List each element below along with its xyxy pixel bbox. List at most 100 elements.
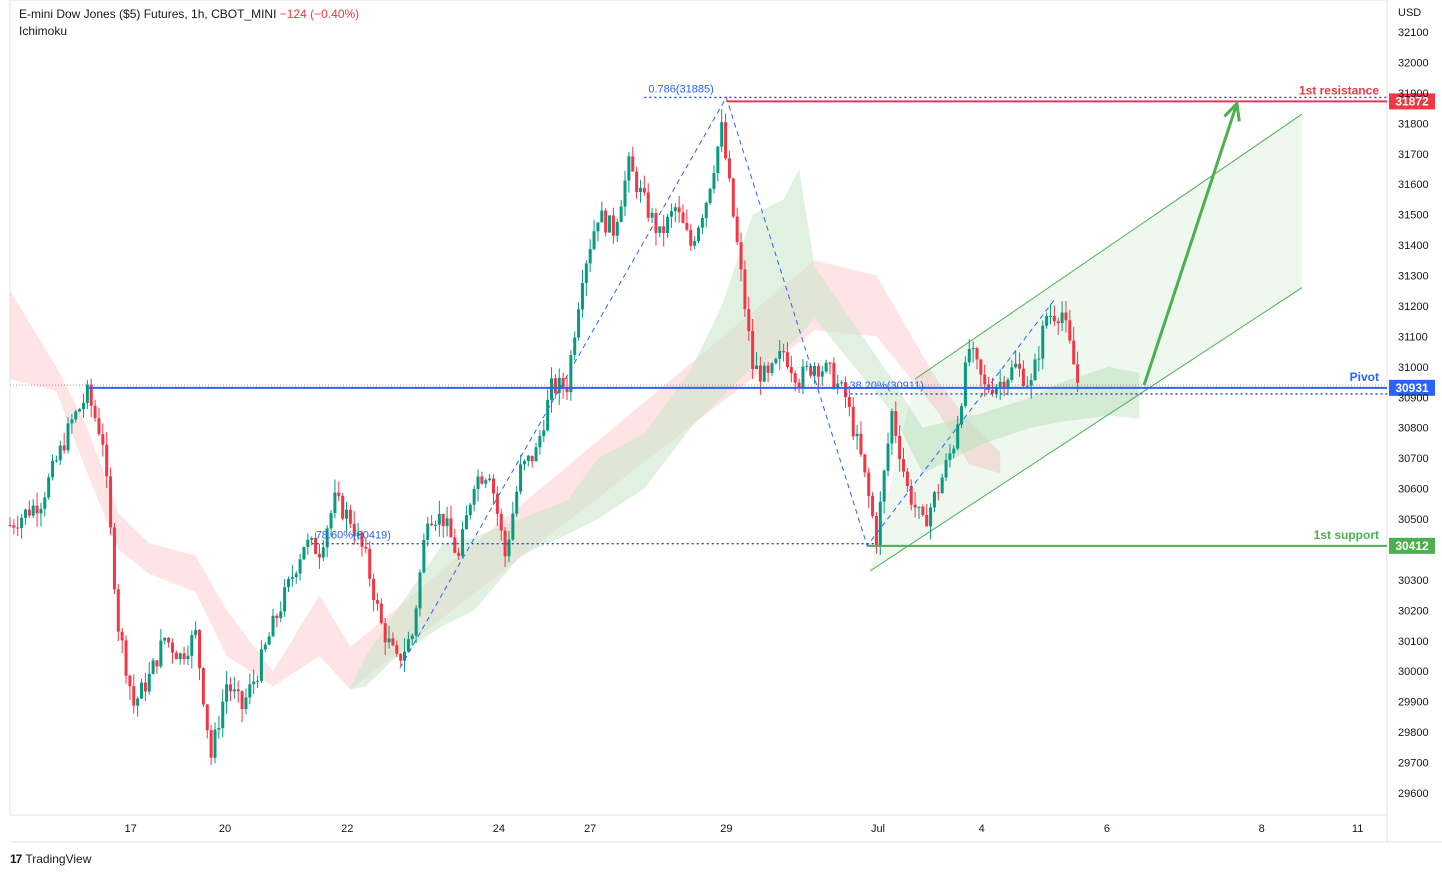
candle-body (472, 488, 476, 505)
candle (843, 376, 847, 409)
candle (426, 516, 430, 547)
candle (252, 669, 256, 695)
level-price-tag (1389, 379, 1435, 396)
candle-body (147, 673, 151, 692)
candle (604, 208, 608, 237)
candle (967, 339, 971, 367)
candle-body (929, 507, 933, 527)
x-tick-label: 24 (493, 823, 505, 835)
candle-body (105, 444, 109, 477)
candle-body (178, 653, 182, 660)
candle-body (623, 180, 627, 207)
candle (368, 541, 372, 587)
candle (979, 358, 983, 387)
candle-body (39, 508, 43, 514)
candle-body (519, 464, 523, 492)
candle (611, 207, 615, 245)
candle (785, 342, 789, 370)
candle-body (228, 684, 232, 692)
candle (677, 195, 681, 223)
candle (279, 601, 283, 623)
candle-body (182, 653, 186, 660)
candle (337, 481, 341, 502)
candle-body (348, 509, 352, 524)
candle-body (430, 523, 434, 526)
y-tick-label: 30300 (1398, 575, 1429, 587)
candle (936, 483, 940, 501)
y-tick-label: 31100 (1398, 331, 1428, 343)
candle (1072, 326, 1076, 365)
candle (333, 479, 337, 519)
candle (894, 401, 898, 444)
candle-body (314, 537, 318, 554)
candle (140, 678, 144, 699)
candle-body (259, 649, 263, 681)
candle-body (310, 537, 314, 540)
y-tick-label: 31000 (1398, 362, 1429, 374)
candle (600, 201, 604, 223)
candle-body (101, 434, 105, 445)
candle-body (491, 478, 495, 494)
candle-body (809, 365, 813, 376)
candle (898, 425, 902, 472)
candle-body (542, 430, 546, 437)
candle (314, 532, 318, 555)
candle (372, 573, 376, 612)
candle-body (379, 603, 383, 624)
candle (913, 491, 917, 518)
candle (101, 423, 105, 457)
candle-body (948, 453, 952, 461)
candle (217, 715, 221, 739)
x-tick-label: 6 (1104, 823, 1110, 835)
candle (317, 543, 321, 570)
candle-body (580, 283, 584, 310)
candle (283, 579, 287, 617)
candle (553, 374, 557, 399)
candle (259, 640, 263, 683)
candle (1033, 353, 1037, 381)
candle-body (638, 187, 642, 193)
candle-body (631, 156, 635, 172)
candle (503, 527, 507, 568)
candle-body (627, 156, 631, 181)
candle (271, 608, 275, 637)
candle-body (205, 704, 209, 731)
candle (1048, 303, 1052, 325)
candle (697, 225, 700, 244)
candle (538, 430, 542, 455)
candle-body (793, 373, 797, 383)
candle (727, 151, 731, 182)
candle (1064, 300, 1068, 333)
candle (93, 399, 97, 422)
y-tick-label: 31200 (1398, 301, 1429, 313)
candle (805, 360, 809, 371)
candle (441, 513, 445, 538)
candle (495, 486, 499, 527)
candle (658, 226, 662, 238)
candle (642, 175, 646, 196)
candle-body (54, 460, 58, 462)
candle-body (731, 178, 735, 217)
candle-body (1048, 315, 1052, 317)
candle-body (708, 188, 712, 203)
candle-body (666, 216, 670, 234)
tradingview-footer[interactable]: 17 TradingView (10, 852, 91, 866)
indicator-label: Ichimoku (19, 24, 68, 38)
candle-body (704, 202, 708, 218)
candle (461, 521, 465, 558)
candle (971, 341, 975, 363)
candle (960, 402, 964, 429)
projection-arrow-head (1223, 100, 1241, 122)
candle-body (785, 352, 789, 368)
candle-body (658, 226, 662, 233)
candle-body (155, 660, 159, 667)
candle (1021, 360, 1025, 388)
y-tick-label: 31700 (1398, 149, 1429, 161)
candle-body (894, 411, 898, 436)
candle (905, 468, 909, 493)
candle-body (1072, 340, 1076, 365)
candle-body (615, 221, 619, 236)
channel-upper-line (914, 113, 1303, 380)
